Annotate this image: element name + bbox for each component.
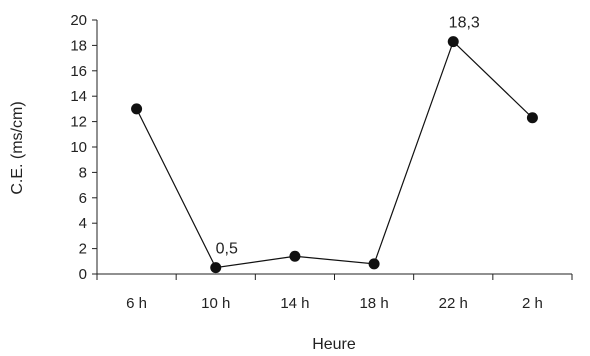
y-tick-label: 0 bbox=[79, 266, 87, 283]
data-point bbox=[131, 103, 143, 115]
x-tick-label: 14 h bbox=[280, 295, 309, 312]
x-tick-label: 2 h bbox=[522, 295, 543, 312]
y-tick-label: 20 bbox=[70, 12, 87, 29]
series-line bbox=[131, 36, 538, 274]
x-tick-label: 22 h bbox=[439, 295, 468, 312]
x-axis-title: Heure bbox=[312, 336, 356, 353]
y-tick-label: 10 bbox=[70, 139, 87, 156]
data-label: 18,3 bbox=[449, 15, 480, 32]
data-point bbox=[368, 258, 380, 270]
data-point bbox=[210, 262, 222, 274]
y-tick-label: 16 bbox=[70, 63, 87, 80]
data-point bbox=[447, 36, 459, 48]
x-tick-label: 18 h bbox=[359, 295, 388, 312]
data-label: 0,5 bbox=[216, 241, 238, 258]
x-tick-label: 6 h bbox=[126, 295, 147, 312]
x-tick-label: 10 h bbox=[201, 295, 230, 312]
series-path bbox=[136, 40, 533, 269]
x-axis: 6 h 10 h 14 h 18 h 22 h 2 h bbox=[96, 273, 573, 312]
data-point bbox=[526, 112, 538, 124]
y-tick-label: 12 bbox=[70, 114, 87, 131]
y-axis-title: C.E. (ms/cm) bbox=[9, 101, 26, 194]
y-tick-label: 18 bbox=[70, 37, 87, 54]
y-tick-label: 2 bbox=[79, 241, 87, 258]
y-tick-label: 14 bbox=[70, 88, 87, 105]
y-axis: 0 2 4 6 8 10 12 14 16 18 20 bbox=[70, 12, 98, 283]
y-tick-label: 6 bbox=[79, 190, 87, 207]
y-tick-label: 4 bbox=[79, 215, 87, 232]
data-labels: 0,5 18,3 bbox=[216, 15, 480, 258]
data-point bbox=[289, 250, 301, 262]
y-tick-label: 8 bbox=[79, 164, 87, 181]
